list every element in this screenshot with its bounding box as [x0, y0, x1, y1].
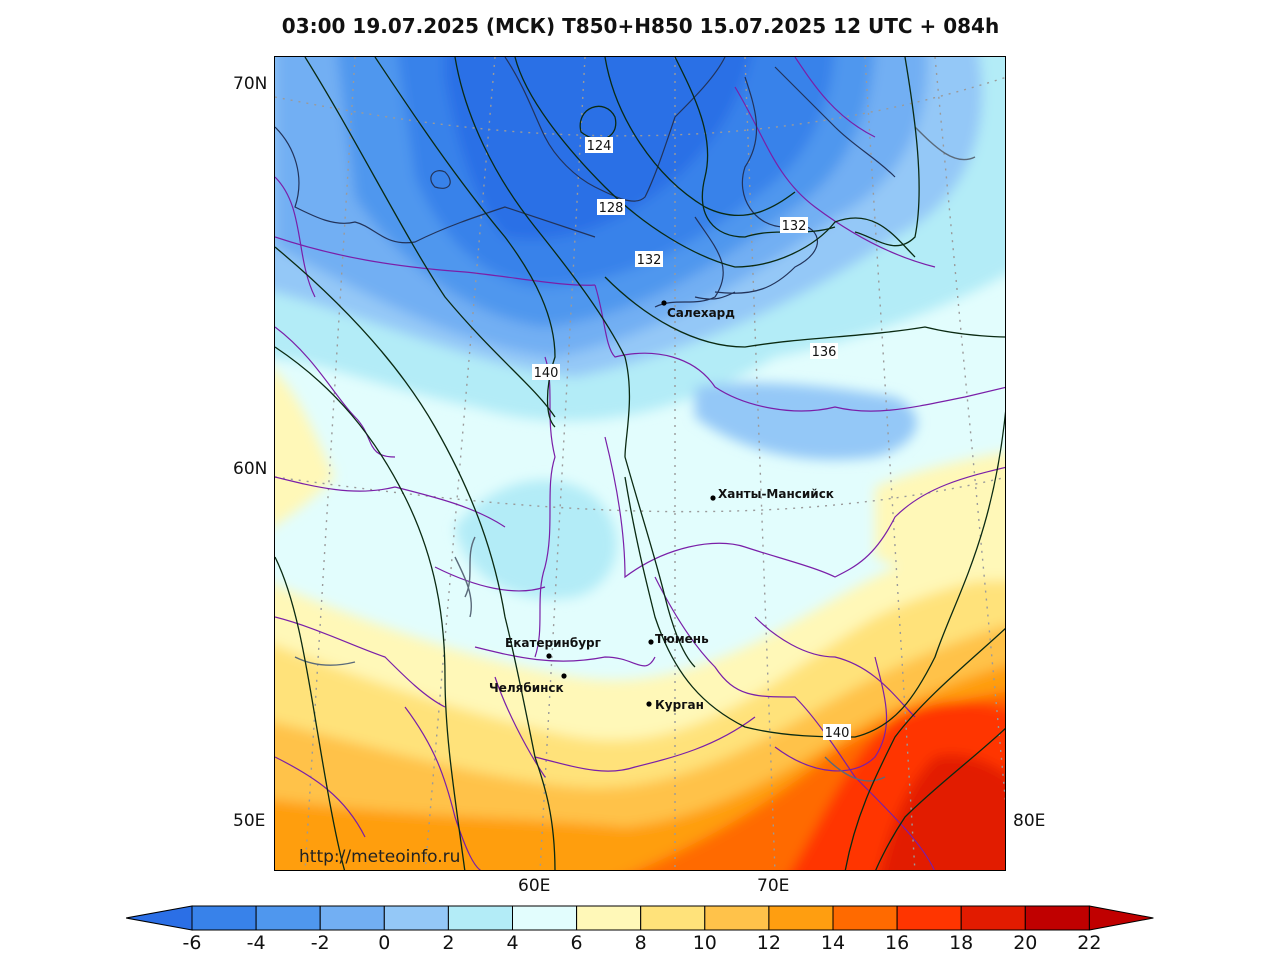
colorbar-tick-label: 20	[1013, 932, 1038, 954]
colorbar-tick-label: 18	[949, 932, 974, 954]
lat-label-70n: 70N	[233, 74, 268, 94]
contour-label-136: 136	[810, 343, 838, 360]
svg-text:128: 128	[599, 201, 624, 216]
svg-text:140: 140	[825, 726, 850, 741]
contour-label-140: 140	[532, 364, 560, 381]
contour-label-124: 124	[585, 137, 613, 154]
lon-label-70e: 70E	[757, 876, 790, 896]
colorbar-cell	[640, 905, 706, 931]
colorbar-tick-label: 4	[506, 932, 519, 954]
city-chelyabinsk[interactable]: Челябинск	[489, 673, 567, 695]
svg-text:132: 132	[637, 253, 662, 268]
colorbar-cell	[319, 905, 385, 931]
lon-label-60e: 60E	[518, 876, 551, 896]
svg-text:Салехард: Салехард	[667, 306, 735, 320]
colorbar-cell	[768, 905, 834, 931]
colorbar-cell	[896, 905, 962, 931]
colorbar-cell	[512, 905, 578, 931]
colorbar-cell	[255, 905, 321, 931]
colorbar-tick-label: 2	[442, 932, 455, 954]
svg-text:132: 132	[782, 219, 807, 234]
colorbar-tick-label: -2	[310, 932, 330, 954]
city-salekhard[interactable]: Салехард	[661, 300, 735, 320]
lon-label-50e: 50E	[233, 811, 266, 831]
watermark: http://meteoinfo.ru	[299, 847, 460, 867]
colorbar-tick-label: 22	[1077, 932, 1102, 954]
svg-text:136: 136	[812, 345, 837, 360]
colorbar-cell	[960, 905, 1026, 931]
svg-text:Курган: Курган	[655, 698, 704, 712]
height-contours	[275, 57, 1005, 870]
colorbar-cell	[383, 905, 449, 931]
contour-labels: 124 128 132 132 136 140	[532, 137, 851, 741]
rivers	[294, 126, 976, 782]
city-yekaterinburg[interactable]: Екатеринбург	[505, 636, 601, 659]
colorbar-tick-label: -4	[246, 932, 266, 954]
temperature-colorbar	[126, 905, 1154, 931]
svg-text:124: 124	[587, 139, 612, 154]
city-tyumen[interactable]: Тюмень	[648, 632, 709, 646]
contour-label-132: 132	[780, 217, 808, 234]
svg-text:140: 140	[534, 366, 559, 381]
colorbar-cell	[447, 905, 513, 931]
svg-text:Екатеринбург: Екатеринбург	[505, 636, 601, 650]
svg-text:Челябинск: Челябинск	[489, 681, 564, 695]
contour-label-128: 128	[597, 199, 625, 216]
colorbar-tick-label: 0	[378, 932, 391, 954]
svg-text:Ханты-Мансийск: Ханты-Мансийск	[718, 487, 834, 501]
map-canvas: 124 128 132 132 136 140	[275, 57, 1005, 870]
colorbar-tick-label: 6	[570, 932, 583, 954]
contour-label-132: 132	[635, 251, 663, 268]
colorbar-cell	[191, 905, 257, 931]
colorbar-tick-label: 14	[820, 932, 846, 954]
colorbar-cell	[576, 905, 642, 931]
colorbar-tick-label: -6	[182, 932, 202, 954]
colorbar-tick-label: 16	[885, 932, 910, 954]
colorbar-cell	[1024, 905, 1090, 931]
lat-label-60n: 60N	[233, 459, 268, 479]
map-title: 03:00 19.07.2025 (МСК) T850+H850 15.07.2…	[281, 14, 1000, 38]
contour-label-140: 140	[823, 724, 851, 741]
colorbar-arrow-low	[126, 905, 193, 931]
lon-label-80e: 80E	[1013, 811, 1046, 831]
temperature-map: 124 128 132 132 136 140	[274, 56, 1006, 871]
cities: Салехард Ханты-Мансийск Екатеринбург Тюм…	[489, 300, 834, 712]
colorbar-cell	[832, 905, 898, 931]
colorbar-tick-label: 12	[756, 932, 781, 954]
colorbar-cell	[704, 905, 770, 931]
city-khanty-mansiysk[interactable]: Ханты-Мансийск	[710, 487, 834, 501]
city-kurgan[interactable]: Курган	[646, 698, 704, 712]
svg-text:Тюмень: Тюмень	[655, 632, 709, 646]
colorbar-arrow-high	[1088, 905, 1154, 931]
colorbar-tick-label: 10	[692, 932, 717, 954]
colorbar-tick-label: 8	[634, 932, 647, 954]
